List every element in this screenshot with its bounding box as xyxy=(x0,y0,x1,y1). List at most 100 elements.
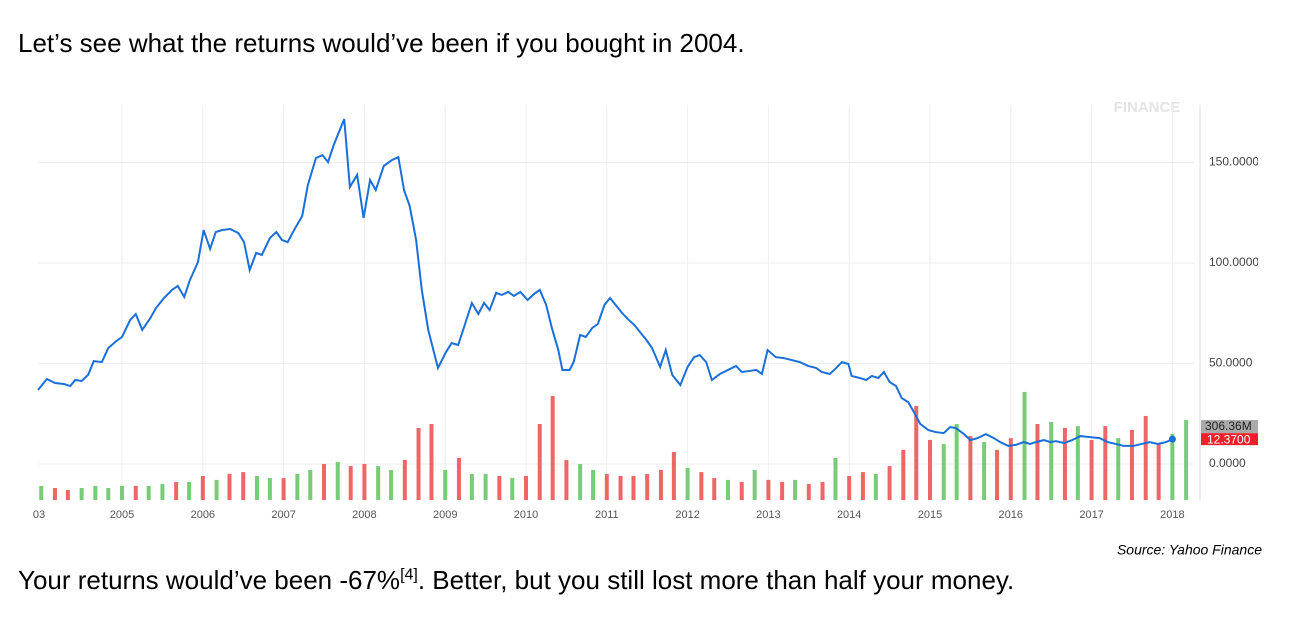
volume-bar xyxy=(1075,426,1080,500)
x-tick-label: 2006 xyxy=(191,509,215,521)
volume-bar xyxy=(295,473,300,500)
watermark: FINANCE xyxy=(1114,99,1181,116)
volume-bar xyxy=(200,475,205,500)
volume-bar xyxy=(739,481,744,500)
volume-bar xyxy=(416,427,421,500)
volume-bar xyxy=(725,479,730,500)
volume-bar xyxy=(1156,444,1161,500)
volume-bar xyxy=(873,473,878,500)
volume-bar xyxy=(174,481,179,500)
volume-bar xyxy=(187,481,192,500)
volume-bar xyxy=(429,424,434,500)
volume-badge xyxy=(1201,420,1258,434)
volume-bar xyxy=(93,485,98,500)
volume-bar xyxy=(254,475,259,500)
volume-bar xyxy=(65,490,70,500)
volume-bar xyxy=(469,473,474,500)
x-tick-label: 2017 xyxy=(1079,509,1103,521)
volume-bar xyxy=(227,473,232,500)
volume-bar xyxy=(322,463,327,500)
volume-bar xyxy=(766,479,771,500)
volume-bar xyxy=(106,487,111,500)
volume-bar xyxy=(1103,426,1108,500)
volume-bar xyxy=(362,463,367,500)
x-tick-label: 2014 xyxy=(837,509,861,521)
volume-bar xyxy=(1022,391,1027,500)
volume-bar xyxy=(510,478,515,500)
source: Source: Yahoo Finance xyxy=(1117,542,1262,558)
volume-bar xyxy=(671,451,676,500)
x-tick-label: 2013 xyxy=(756,509,780,521)
x-tick-label: 2015 xyxy=(918,509,942,521)
conclusion: Your returns would’ve been -67%[4]. Bett… xyxy=(18,565,1014,596)
x-tick-label: 2012 xyxy=(675,509,699,521)
volume-bar xyxy=(591,469,596,500)
volume-bar xyxy=(847,475,852,500)
volume-bar xyxy=(699,472,704,500)
volume-bar xyxy=(39,485,44,500)
volume-bar xyxy=(793,479,798,500)
volume-bar xyxy=(685,467,690,500)
volume-bar xyxy=(564,460,569,500)
volume-bar xyxy=(348,466,353,500)
volume-bar xyxy=(645,473,650,500)
price-line xyxy=(37,118,1173,447)
volume-bar xyxy=(267,478,272,500)
volume-bar xyxy=(631,475,636,500)
volume-bar xyxy=(1035,424,1040,500)
volume-bar xyxy=(1129,430,1134,500)
volume-bar xyxy=(968,436,973,500)
x-tick-label: 2011 xyxy=(595,509,619,521)
volume-bar xyxy=(1170,433,1175,500)
volume-bar xyxy=(281,478,286,500)
volume-bar xyxy=(752,469,757,500)
y-tick-label: 0.0000 xyxy=(1209,456,1246,470)
conclusion-text: Your returns would’ve been -67% xyxy=(18,565,401,595)
price-badge xyxy=(1201,433,1258,446)
volume-bar xyxy=(483,473,488,500)
volume-badge-label: 306.36M xyxy=(1205,419,1252,433)
volume-bar xyxy=(79,487,84,500)
heading: Let’s see what the returns would’ve been… xyxy=(18,28,745,58)
volume-bar xyxy=(1049,421,1054,500)
volume-bar xyxy=(497,475,502,500)
x-tick-label: 2007 xyxy=(271,509,295,521)
volume-bar xyxy=(618,475,623,500)
volume-bar xyxy=(335,461,340,500)
volume-bar xyxy=(1143,415,1148,500)
conclusion-text: . Better, but you still lost more than h… xyxy=(417,565,1015,595)
volume-bar xyxy=(820,481,825,500)
volume-bar xyxy=(1008,438,1013,500)
volume-bar xyxy=(578,463,583,500)
volume-bar xyxy=(133,485,138,500)
volume-bar xyxy=(941,444,946,500)
volume-bar xyxy=(389,469,394,500)
volume-bar xyxy=(550,396,555,500)
volume-bar xyxy=(456,457,461,500)
y-tick-label: 150.0000 xyxy=(1209,155,1259,169)
y-tick-label: 100.0000 xyxy=(1209,255,1259,269)
volume-bar xyxy=(1062,427,1067,500)
volume-bar xyxy=(780,481,785,500)
volume-bar xyxy=(927,439,932,500)
volume-bar xyxy=(901,449,906,500)
volume-bar xyxy=(241,472,246,500)
price-badge-label: 12.3700 xyxy=(1207,432,1251,446)
volume-bar xyxy=(1184,420,1189,500)
x-tick-label: 2010 xyxy=(514,509,538,521)
volume-bar xyxy=(954,424,959,500)
volume-bar xyxy=(1089,439,1094,500)
volume-bar xyxy=(214,479,219,500)
volume-bar xyxy=(402,460,407,500)
y-tick-label: 50.0000 xyxy=(1209,356,1253,370)
volume-bar xyxy=(712,478,717,500)
x-tick-label: 2016 xyxy=(999,509,1023,521)
volume-bar xyxy=(833,457,838,500)
volume-bar xyxy=(120,485,125,500)
x-tick-label: 2008 xyxy=(352,509,376,521)
last-point xyxy=(1168,435,1176,443)
x-tick-label: 03 xyxy=(33,509,45,521)
volume-bar xyxy=(308,469,313,500)
